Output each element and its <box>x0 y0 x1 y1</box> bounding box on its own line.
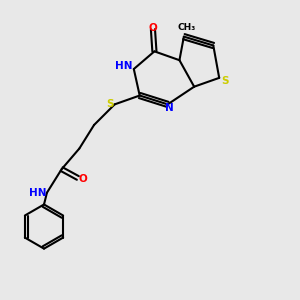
Text: O: O <box>148 23 157 33</box>
Text: N: N <box>165 103 173 113</box>
Text: HN: HN <box>115 61 132 71</box>
Text: CH₃: CH₃ <box>178 23 196 32</box>
Text: S: S <box>221 76 229 86</box>
Text: HN: HN <box>29 188 46 198</box>
Text: S: S <box>106 99 114 110</box>
Text: O: O <box>79 174 87 184</box>
